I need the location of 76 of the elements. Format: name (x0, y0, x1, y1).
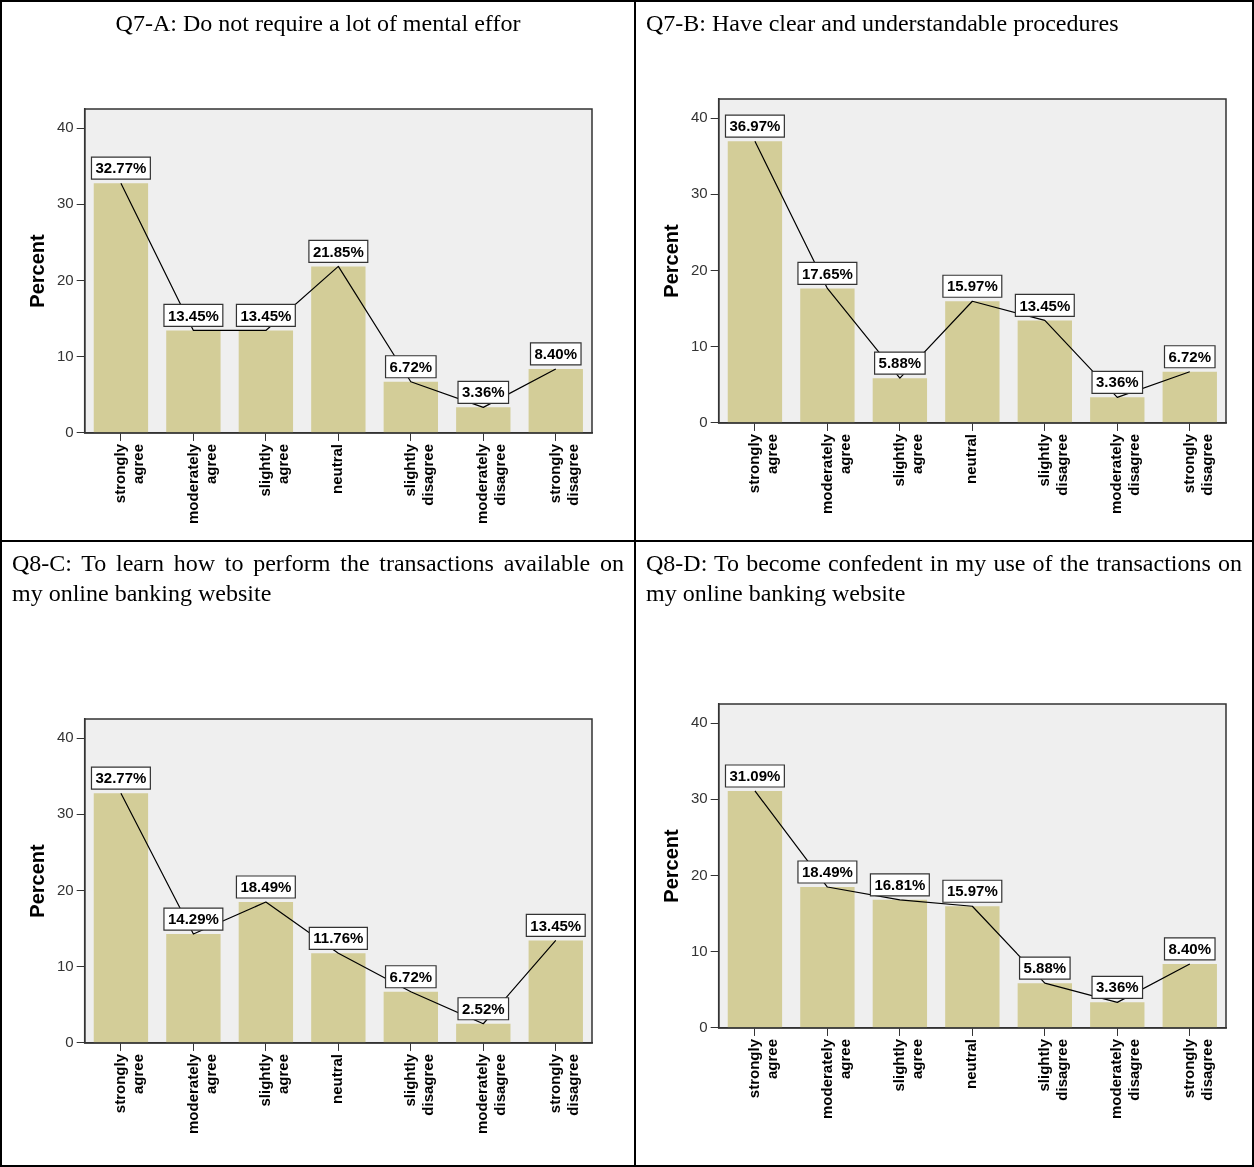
data-label: 8.40% (534, 345, 578, 363)
data-label: 6.72% (389, 357, 433, 375)
x-tick-label: slightly disagree (400, 443, 436, 506)
y-tick-label: 10 (691, 336, 708, 354)
data-label: 32.77% (95, 769, 147, 787)
data-label: 2.52% (462, 999, 505, 1017)
y-axis-title: Percent (25, 843, 48, 918)
x-tick-label: moderately agree (183, 443, 219, 525)
chart-title: Q7-B: Have clear and understandable procedures (645, 9, 1120, 38)
data-label: 18.49% (240, 878, 292, 896)
y-tick-label: 10 (691, 941, 708, 959)
x-tick-label: strongly agree (745, 1038, 781, 1099)
data-label: 3.36% (1096, 373, 1139, 391)
y-tick-label: 30 (691, 184, 708, 202)
y-axis-title: Percent (25, 233, 48, 308)
chart-title: Q8-C: To learn how to perform the transactions available on my online banking website (11, 549, 625, 608)
chart-title: Q8-D: To become confedent in my use of the transactions on my online banking website (645, 549, 1243, 608)
data-label: 17.65% (801, 264, 853, 282)
x-tick-label: neutral (328, 443, 346, 494)
x-tick-label: slightly disagree (1034, 1038, 1070, 1101)
y-tick-label: 30 (691, 789, 708, 807)
y-tick-label: 20 (691, 865, 708, 883)
x-tick-label: neutral (962, 1038, 980, 1089)
x-tick-label: strongly agree (745, 433, 781, 494)
y-axis-title: Percent (659, 828, 682, 903)
data-label: 16.81% (874, 875, 926, 893)
x-tick-label: slightly disagree (1034, 433, 1070, 496)
x-tick-label: slightly disagree (400, 1053, 436, 1116)
y-tick-label: 0 (65, 423, 74, 441)
x-tick-label: slightly agree (256, 443, 292, 497)
data-label: 14.29% (167, 910, 219, 928)
data-label: 36.97% (729, 117, 781, 135)
y-axis-title: Percent (659, 223, 682, 298)
y-tick-label: 20 (57, 270, 74, 288)
data-label: 18.49% (801, 863, 853, 881)
data-label: 15.97% (946, 882, 998, 900)
x-tick-label: neutral (328, 1053, 346, 1104)
data-label: 15.97% (946, 277, 998, 295)
data-label: 13.45% (167, 306, 219, 324)
data-label: 32.77% (95, 159, 147, 177)
y-tick-label: 0 (699, 413, 708, 431)
data-label: 11.76% (313, 929, 364, 947)
x-tick-label: moderately agree (817, 1038, 853, 1120)
y-tick-label: 0 (699, 1018, 708, 1036)
x-tick-label: slightly agree (890, 433, 926, 487)
x-tick-label: slightly agree (890, 1038, 926, 1092)
x-tick-label: moderately agree (183, 1053, 219, 1135)
data-label: 13.45% (240, 306, 292, 324)
x-tick-label: slightly agree (256, 1053, 292, 1107)
y-tick-label: 40 (691, 713, 708, 731)
x-tick-label: moderately agree (817, 433, 853, 515)
data-label: 5.88% (1023, 959, 1067, 977)
y-tick-label: 30 (57, 194, 74, 212)
y-tick-label: 40 (57, 118, 74, 136)
data-label: 3.36% (462, 383, 505, 401)
y-tick-label: 10 (57, 346, 74, 364)
data-label: 6.72% (389, 967, 433, 985)
y-tick-label: 40 (57, 728, 74, 746)
y-tick-label: 10 (57, 956, 74, 974)
x-tick-label: strongly agree (111, 443, 147, 504)
y-tick-label: 20 (691, 260, 708, 278)
data-label: 6.72% (1168, 347, 1212, 365)
data-label: 5.88% (878, 354, 922, 372)
y-tick-label: 40 (691, 108, 708, 126)
data-label: 21.85% (312, 242, 364, 260)
data-label: 13.45% (1019, 296, 1071, 314)
y-tick-label: 20 (57, 880, 74, 898)
chart-title: Q7-A: Do not require a lot of mental effor (114, 9, 522, 38)
y-tick-label: 0 (65, 1033, 74, 1051)
data-label: 8.40% (1168, 940, 1212, 958)
x-tick-label: strongly agree (111, 1053, 147, 1114)
x-tick-label: neutral (962, 433, 980, 484)
data-label: 31.09% (729, 767, 781, 785)
data-label: 13.45% (530, 916, 582, 934)
data-label: 3.36% (1096, 978, 1139, 996)
y-tick-label: 30 (57, 804, 74, 822)
